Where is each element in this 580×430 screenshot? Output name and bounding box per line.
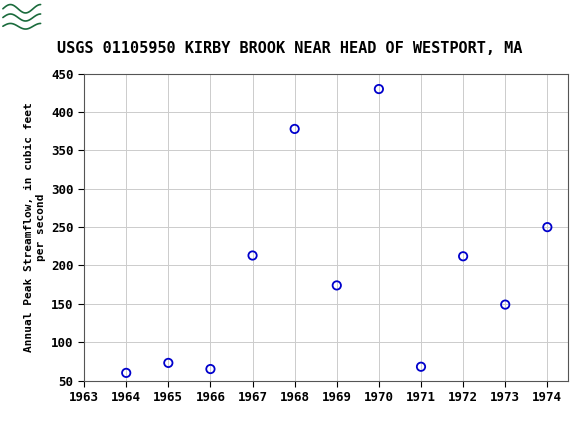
Point [374, 86, 383, 92]
Point [164, 359, 173, 366]
Point [416, 363, 426, 370]
Point [332, 282, 342, 289]
Point [290, 126, 299, 132]
Y-axis label: Annual Peak Streamflow, in cubic feet
per second: Annual Peak Streamflow, in cubic feet pe… [24, 102, 46, 352]
Point [458, 253, 467, 260]
Point [206, 366, 215, 372]
Point [501, 301, 510, 308]
Text: USGS 01105950 KIRBY BROOK NEAR HEAD OF WESTPORT, MA: USGS 01105950 KIRBY BROOK NEAR HEAD OF W… [57, 41, 523, 56]
FancyBboxPatch shape [3, 2, 78, 33]
Point [543, 224, 552, 230]
Point [122, 369, 131, 376]
Point [248, 252, 257, 259]
Text: USGS: USGS [44, 9, 99, 27]
